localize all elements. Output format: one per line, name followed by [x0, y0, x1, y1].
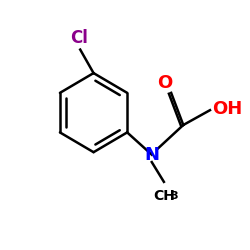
Text: Cl: Cl — [70, 29, 88, 47]
Text: CH: CH — [153, 189, 175, 203]
Text: OH: OH — [212, 100, 242, 118]
Text: N: N — [144, 146, 159, 164]
Text: O: O — [158, 74, 173, 92]
Text: 3: 3 — [171, 190, 178, 200]
